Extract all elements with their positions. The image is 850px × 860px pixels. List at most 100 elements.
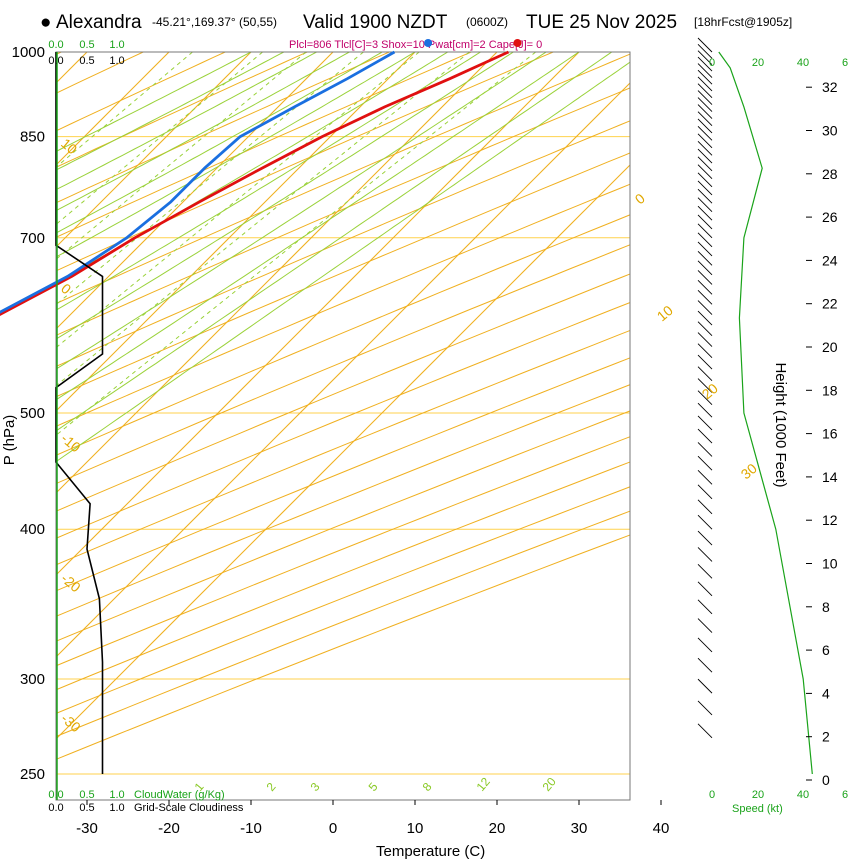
moist-adiabat [56, 52, 514, 340]
dry-adiabat [56, 52, 227, 132]
wind-barb [697, 378, 713, 393]
wind-barb [697, 678, 713, 694]
pressure-tick-label: 400 [20, 521, 45, 538]
dry-adiabat [56, 410, 630, 642]
pressure-tick-label: 250 [20, 766, 45, 783]
speed-tick-bottom: 40 [797, 789, 809, 801]
wind-barb [697, 205, 713, 221]
mixing-ratio-line [56, 52, 537, 436]
moist-adiabat [56, 52, 416, 258]
isotherm-line [56, 52, 580, 576]
plot-area [55, 51, 631, 801]
wind-barb [697, 428, 713, 444]
height-tick-label: 0 [822, 772, 830, 788]
x-tick-label: 0 [329, 820, 337, 837]
wind-barb [697, 514, 713, 530]
moist-adiabat [56, 52, 317, 191]
speed-tick-bottom: 20 [752, 789, 764, 801]
moist-adiabat [56, 52, 449, 284]
x-tick-label: 20 [489, 820, 506, 837]
wind-barb [697, 390, 713, 406]
wind-barb [697, 141, 713, 156]
cloudiness-tick-bottom: 0.0 [48, 802, 63, 814]
cloudiness-tick-top: 0.0 [48, 55, 63, 67]
isotherm-line [56, 82, 630, 658]
dry-adiabat [56, 52, 473, 238]
moist-adiabat [56, 52, 252, 153]
wind-barb [697, 618, 713, 633]
height-tick-label: 2 [822, 729, 830, 745]
moist-adiabat [56, 52, 613, 432]
dry-adiabat [56, 214, 630, 456]
mixing-ratio-line [56, 52, 470, 387]
isotherm-line [56, 164, 630, 740]
wind-barb [697, 250, 713, 266]
height-tick-label: 10 [822, 556, 838, 572]
dry-adiabat [56, 152, 630, 398]
x-tick-label: 40 [653, 820, 670, 837]
moist-adiabat [56, 52, 285, 171]
wind-barb [697, 270, 713, 285]
speed-tick-bottom: 6 [842, 789, 848, 801]
height-tick-label: 32 [822, 79, 838, 95]
dry-adiabat [56, 510, 630, 738]
wind-barb [697, 564, 713, 579]
wind-barb [697, 279, 713, 295]
speed-tick-top: 0 [709, 57, 715, 69]
wind-barb [697, 156, 713, 172]
wind-barb [697, 37, 713, 53]
x-tick-label: 30 [571, 820, 588, 837]
dry-adiabat [56, 357, 630, 592]
dry-adiabat [56, 273, 630, 512]
cloudiness-line [55, 52, 104, 774]
wind-barb [697, 700, 713, 716]
wind-barb [697, 188, 713, 204]
height-tick-label: 22 [822, 296, 838, 312]
wind-barb [697, 164, 713, 180]
dry-adiabat [56, 329, 630, 566]
cloudwater-tick-bottom: 0.5 [79, 789, 94, 801]
wind-barb [697, 63, 713, 78]
wind-barb [697, 56, 713, 72]
height-tick-label: 8 [822, 599, 830, 615]
x-tick-label: -30 [76, 820, 98, 837]
dry-adiabat [56, 87, 630, 336]
height-axis-label: Height (1000 Feet) [772, 362, 789, 487]
dry-adiabat [56, 52, 555, 272]
wind-barb [697, 657, 713, 673]
pressure-tick-label: 500 [20, 405, 45, 422]
wind-barb [697, 290, 713, 305]
x-axis-label: Temperature (C) [376, 843, 485, 860]
wind-barb [697, 499, 713, 515]
height-tick-label: 18 [822, 382, 838, 398]
wind-barb [697, 50, 713, 65]
dry-adiabat [56, 486, 630, 714]
wind-barb [697, 484, 713, 500]
header-bullet: ● [40, 12, 51, 33]
location-coords: -45.21°,169.37° (50,55) [152, 15, 277, 29]
dry-adiabat [56, 183, 630, 427]
isotherm-line [56, 52, 252, 248]
moist-adiabat [56, 52, 481, 311]
wind-barb [697, 354, 713, 370]
wind-barb [697, 310, 713, 326]
moist-adiabat [56, 61, 630, 463]
y-axis-label: P (hPa) [1, 415, 18, 466]
height-tick-label: 20 [822, 339, 838, 355]
wind-barb [697, 470, 713, 485]
cloudiness-tick-bottom: 1.0 [109, 802, 124, 814]
moist-adiabat [56, 52, 383, 234]
wind-barb [697, 148, 713, 164]
surface-temperature-point [513, 39, 522, 47]
wind-barb [697, 197, 713, 212]
wind-barb [697, 402, 713, 418]
wind-barb [697, 90, 713, 105]
height-tick-label: 12 [822, 512, 838, 528]
wind-barb [697, 76, 713, 92]
pressure-tick-label: 700 [20, 230, 45, 247]
height-tick-label: 4 [822, 685, 830, 701]
dry-adiabat [56, 384, 630, 617]
height-tick-label: 6 [822, 642, 830, 658]
isotherm-line [56, 52, 334, 330]
